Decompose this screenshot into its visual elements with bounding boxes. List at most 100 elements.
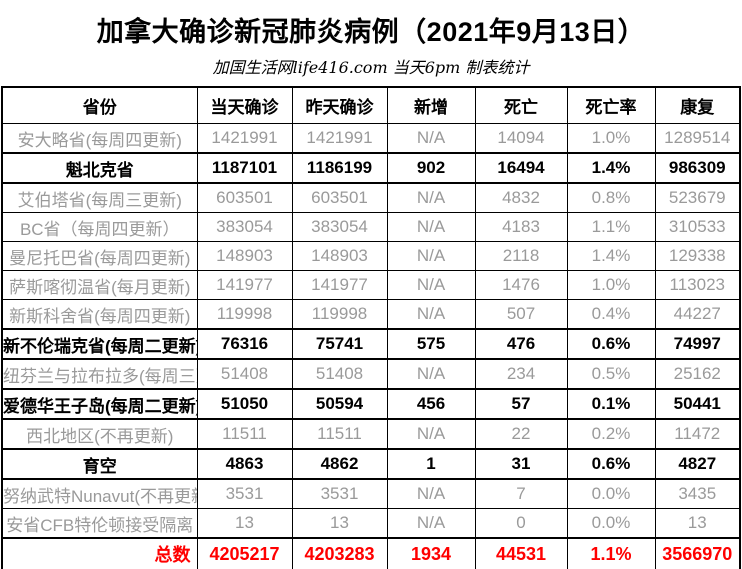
new-cases-cell: 575 bbox=[386, 328, 476, 360]
new-cases-cell: N/A bbox=[386, 478, 476, 509]
today-confirmed-cell: 148903 bbox=[196, 241, 293, 271]
page-title: 加拿大确诊新冠肺炎病例（2021年9月13日） bbox=[96, 17, 646, 47]
table-row: 纽芬兰与拉布拉多(每周三更新) 51408 51408 N/A 234 0.5%… bbox=[1, 358, 741, 390]
death-rate-cell: 0.8% bbox=[566, 182, 656, 213]
yesterday-confirmed-cell: 141977 bbox=[291, 270, 388, 300]
yesterday-confirmed-cell: 148903 bbox=[291, 241, 388, 271]
yesterday-confirmed-cell: 383054 bbox=[291, 212, 388, 242]
deaths-cell: 4832 bbox=[474, 182, 568, 213]
table-row: BC省（每周四更新） 383054 383054 N/A 4183 1.1% 3… bbox=[1, 212, 741, 242]
province-name-cell: 新斯科舍省(每周四更新) bbox=[1, 299, 198, 330]
column-header-province: 省份 bbox=[1, 86, 198, 124]
total-yesterday-confirmed: 4203283 bbox=[291, 537, 388, 569]
table-row: 新不伦瑞克省(每周二更新) 76316 75741 575 476 0.6% 7… bbox=[1, 328, 741, 360]
total-deaths: 44531 bbox=[474, 537, 568, 569]
death-rate-cell: 1.4% bbox=[566, 241, 656, 271]
recovered-cell: 44227 bbox=[654, 299, 741, 330]
province-name-cell: 安省CFB特伦顿接受隔离 bbox=[1, 508, 198, 539]
province-name-cell: 努纳武特Nunavut(不再更新) bbox=[1, 478, 198, 509]
recovered-cell: 1289514 bbox=[654, 123, 741, 154]
yesterday-confirmed-cell: 3531 bbox=[291, 478, 388, 509]
yesterday-confirmed-cell: 13 bbox=[291, 508, 388, 539]
column-header-recovered: 康复 bbox=[654, 86, 741, 124]
today-confirmed-cell: 141977 bbox=[196, 270, 293, 300]
table-row: 努纳武特Nunavut(不再更新) 3531 3531 N/A 7 0.0% 3… bbox=[1, 478, 741, 509]
yesterday-confirmed-cell: 603501 bbox=[291, 182, 388, 213]
new-cases-cell: N/A bbox=[386, 299, 476, 330]
total-recovered: 3566970 bbox=[654, 537, 741, 569]
death-rate-cell: 0.6% bbox=[566, 448, 656, 480]
total-row: 总数 4205217 4203283 1934 44531 1.1% 35669… bbox=[1, 537, 741, 569]
deaths-cell: 0 bbox=[474, 508, 568, 539]
deaths-cell: 7 bbox=[474, 478, 568, 509]
deaths-cell: 234 bbox=[474, 358, 568, 390]
deaths-cell: 1476 bbox=[474, 270, 568, 300]
today-confirmed-cell: 3531 bbox=[196, 478, 293, 509]
death-rate-cell: 1.0% bbox=[566, 123, 656, 154]
province-name-cell: 西北地区(不再更新) bbox=[1, 418, 198, 450]
today-confirmed-cell: 11511 bbox=[196, 418, 293, 450]
yesterday-confirmed-cell: 1186199 bbox=[291, 152, 388, 184]
new-cases-cell: 456 bbox=[386, 388, 476, 420]
today-confirmed-cell: 51408 bbox=[196, 358, 293, 390]
total-today-confirmed: 4205217 bbox=[196, 537, 293, 569]
recovered-cell: 523679 bbox=[654, 182, 741, 213]
deaths-cell: 31 bbox=[474, 448, 568, 480]
yesterday-confirmed-cell: 75741 bbox=[291, 328, 388, 360]
death-rate-cell: 0.0% bbox=[566, 478, 656, 509]
new-cases-cell: N/A bbox=[386, 182, 476, 213]
today-confirmed-cell: 13 bbox=[196, 508, 293, 539]
new-cases-cell: N/A bbox=[386, 241, 476, 271]
table-body: 安大略省(每周四更新) 1421991 1421991 N/A 14094 1.… bbox=[1, 123, 741, 539]
province-name-cell: BC省（每周四更新） bbox=[1, 212, 198, 242]
today-confirmed-cell: 119998 bbox=[196, 299, 293, 330]
table-row: 曼尼托巴省(每周四更新) 148903 148903 N/A 2118 1.4%… bbox=[1, 241, 741, 271]
new-cases-cell: N/A bbox=[386, 358, 476, 390]
province-name-cell: 纽芬兰与拉布拉多(每周三更新) bbox=[1, 358, 198, 390]
recovered-cell: 11472 bbox=[654, 418, 741, 450]
total-label: 总数 bbox=[1, 537, 198, 569]
today-confirmed-cell: 76316 bbox=[196, 328, 293, 360]
today-confirmed-cell: 1421991 bbox=[196, 123, 293, 154]
table-row: 西北地区(不再更新) 11511 11511 N/A 22 0.2% 11472 bbox=[1, 418, 741, 450]
death-rate-cell: 0.5% bbox=[566, 358, 656, 390]
deaths-cell: 22 bbox=[474, 418, 568, 450]
death-rate-cell: 0.0% bbox=[566, 508, 656, 539]
new-cases-cell: N/A bbox=[386, 508, 476, 539]
deaths-cell: 57 bbox=[474, 388, 568, 420]
table-row: 艾伯塔省(每周三更新) 603501 603501 N/A 4832 0.8% … bbox=[1, 182, 741, 213]
recovered-cell: 25162 bbox=[654, 358, 741, 390]
deaths-cell: 507 bbox=[474, 299, 568, 330]
province-name-cell: 新不伦瑞克省(每周二更新) bbox=[1, 328, 198, 360]
province-name-cell: 安大略省(每周四更新) bbox=[1, 123, 198, 154]
page-subtitle: 加国生活网life416.com 当天6pm 制表统计 bbox=[212, 58, 530, 77]
new-cases-cell: N/A bbox=[386, 212, 476, 242]
column-header-death-rate: 死亡率 bbox=[566, 86, 656, 124]
today-confirmed-cell: 603501 bbox=[196, 182, 293, 213]
death-rate-cell: 1.0% bbox=[566, 270, 656, 300]
recovered-cell: 74997 bbox=[654, 328, 741, 360]
today-confirmed-cell: 383054 bbox=[196, 212, 293, 242]
covid-stats-table: 省份 当天确诊 昨天确诊 新增 死亡 死亡率 康复 安大略省(每周四更新) 14… bbox=[1, 86, 741, 569]
table-row: 安省CFB特伦顿接受隔离 13 13 N/A 0 0.0% 13 bbox=[1, 508, 741, 539]
total-death-rate: 1.1% bbox=[566, 537, 656, 569]
province-name-cell: 爱德华王子岛(每周二更新) bbox=[1, 388, 198, 420]
deaths-cell: 14094 bbox=[474, 123, 568, 154]
new-cases-cell: N/A bbox=[386, 270, 476, 300]
new-cases-cell: N/A bbox=[386, 418, 476, 450]
column-header-new-cases: 新增 bbox=[386, 86, 476, 124]
table-row: 育空 4863 4862 1 31 0.6% 4827 bbox=[1, 448, 741, 480]
today-confirmed-cell: 4863 bbox=[196, 448, 293, 480]
recovered-cell: 113023 bbox=[654, 270, 741, 300]
death-rate-cell: 0.6% bbox=[566, 328, 656, 360]
yesterday-confirmed-cell: 4862 bbox=[291, 448, 388, 480]
column-header-yesterday-confirmed: 昨天确诊 bbox=[291, 86, 388, 124]
header-row: 省份 当天确诊 昨天确诊 新增 死亡 死亡率 康复 bbox=[1, 86, 741, 124]
yesterday-confirmed-cell: 11511 bbox=[291, 418, 388, 450]
yesterday-confirmed-cell: 1421991 bbox=[291, 123, 388, 154]
yesterday-confirmed-cell: 50594 bbox=[291, 388, 388, 420]
death-rate-cell: 1.1% bbox=[566, 212, 656, 242]
today-confirmed-cell: 1187101 bbox=[196, 152, 293, 184]
deaths-cell: 2118 bbox=[474, 241, 568, 271]
